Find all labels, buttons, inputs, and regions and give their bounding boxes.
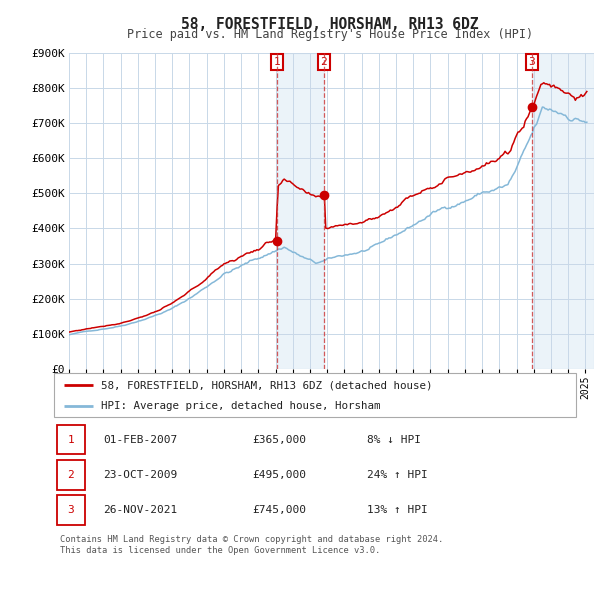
Text: 1: 1 [68,435,74,444]
Text: 3: 3 [68,506,74,515]
Text: 58, FORESTFIELD, HORSHAM, RH13 6DZ (detached house): 58, FORESTFIELD, HORSHAM, RH13 6DZ (deta… [101,381,433,390]
Text: 01-FEB-2007: 01-FEB-2007 [104,435,178,444]
Text: £365,000: £365,000 [253,435,307,444]
Bar [277,53,324,369]
Text: 26-NOV-2021: 26-NOV-2021 [104,506,178,515]
FancyBboxPatch shape [56,496,85,525]
Text: £745,000: £745,000 [253,506,307,515]
Text: 58, FORESTFIELD, HORSHAM, RH13 6DZ: 58, FORESTFIELD, HORSHAM, RH13 6DZ [181,17,479,31]
Text: £495,000: £495,000 [253,470,307,480]
Text: Price paid vs. HM Land Registry's House Price Index (HPI): Price paid vs. HM Land Registry's House … [127,28,533,41]
Text: 3: 3 [529,57,535,67]
Text: 24% ↑ HPI: 24% ↑ HPI [367,470,428,480]
Text: 2: 2 [68,470,74,480]
Text: 1: 1 [274,57,280,67]
Bar [532,53,594,369]
FancyBboxPatch shape [54,373,576,417]
Text: 2: 2 [320,57,328,67]
Text: HPI: Average price, detached house, Horsham: HPI: Average price, detached house, Hors… [101,401,380,411]
FancyBboxPatch shape [56,460,85,490]
FancyBboxPatch shape [56,425,85,454]
Text: 13% ↑ HPI: 13% ↑ HPI [367,506,428,515]
Text: Contains HM Land Registry data © Crown copyright and database right 2024.
This d: Contains HM Land Registry data © Crown c… [60,535,443,555]
Text: 23-OCT-2009: 23-OCT-2009 [104,470,178,480]
Text: 8% ↓ HPI: 8% ↓ HPI [367,435,421,444]
